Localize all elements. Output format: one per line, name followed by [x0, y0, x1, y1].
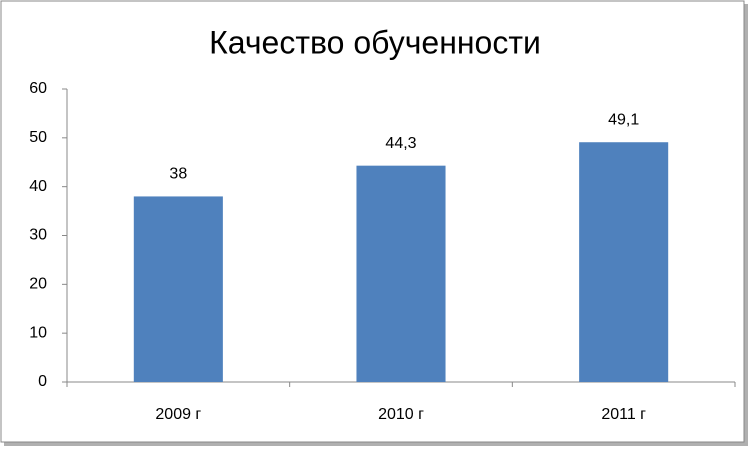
- y-tick-label: 30: [29, 227, 47, 244]
- bar: [356, 165, 446, 382]
- y-tick-label: 20: [29, 276, 47, 293]
- y-tick-label: 0: [38, 373, 47, 390]
- x-tick-label: 2009 г: [155, 406, 201, 423]
- bar: [133, 196, 223, 382]
- y-tick-label: 50: [29, 129, 47, 146]
- y-tick-label: 60: [29, 80, 47, 97]
- value-label: 44,3: [385, 135, 416, 152]
- y-tick-label: 40: [29, 178, 47, 195]
- value-label: 38: [169, 166, 187, 183]
- x-tick-label: 2010 г: [378, 406, 424, 423]
- value-label: 49,1: [608, 111, 639, 128]
- bar: [579, 142, 669, 382]
- y-tick-label: 10: [29, 324, 47, 341]
- chart-title: Качество обученности: [209, 24, 541, 60]
- x-tick-label: 2011 г: [601, 406, 646, 423]
